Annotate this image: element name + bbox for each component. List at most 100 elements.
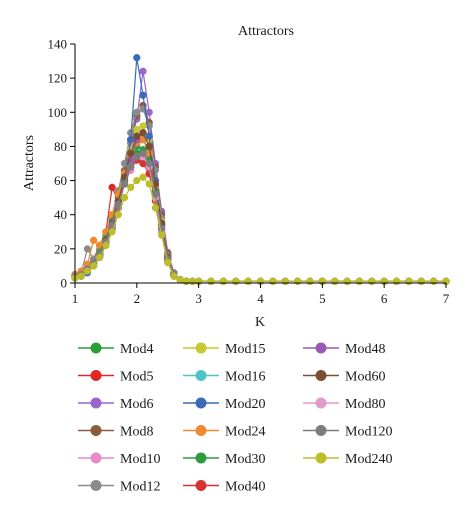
legend-item: Mod20 (183, 397, 265, 412)
data-point (232, 277, 240, 285)
legend-swatch-marker (90, 480, 102, 491)
x-axis-title: K (255, 315, 265, 330)
plot-area (71, 54, 450, 285)
data-point (139, 67, 147, 75)
legend-label: Mod6 (120, 397, 153, 412)
data-point (145, 132, 153, 140)
data-point (102, 241, 110, 250)
data-point (89, 236, 98, 244)
x-tick-label: 5 (319, 291, 326, 306)
legend-swatch-marker (315, 425, 327, 436)
data-point (127, 183, 135, 192)
data-point (133, 108, 141, 116)
data-point (405, 277, 413, 285)
data-point (293, 277, 302, 285)
legend-item: Mod6 (78, 397, 153, 412)
legend-swatch-marker (195, 370, 207, 381)
series-line (74, 156, 446, 282)
x-tick-label: 7 (443, 291, 450, 306)
legend-item: Mod10 (78, 452, 160, 467)
series-mod8 (71, 101, 450, 285)
data-point (157, 231, 166, 239)
data-point (133, 132, 141, 140)
legend-swatch-marker (195, 397, 207, 409)
y-tick-label: 120 (48, 71, 68, 86)
data-point (120, 180, 129, 188)
legend-label: Mod40 (225, 480, 265, 495)
y-ticks: 0 20 40 60 80 100 120 140 (48, 37, 75, 291)
legend-item: Mod15 (183, 342, 265, 357)
y-axis-title: Attractors (22, 135, 37, 191)
legend-swatch-marker (90, 452, 102, 464)
legend-label: Mod24 (225, 425, 265, 440)
legend-item: Mod16 (183, 370, 265, 385)
data-point (77, 272, 85, 280)
series-line (74, 176, 446, 282)
data-point (96, 253, 104, 262)
series-mod60 (71, 129, 450, 285)
data-point (176, 275, 184, 284)
x-tick-label: 2 (134, 291, 141, 306)
y-tick-label: 40 (54, 207, 67, 222)
data-point (343, 277, 351, 285)
y-tick-label: 80 (54, 139, 67, 154)
legend-label: Mod12 (120, 480, 160, 495)
legend-item: Mod8 (78, 425, 153, 440)
data-point (114, 211, 122, 219)
data-point (429, 277, 438, 285)
data-point (133, 54, 141, 62)
data-point (133, 125, 141, 134)
chart-title: Attractors (238, 24, 294, 39)
legend-swatch-marker (90, 342, 102, 354)
legend-label: Mod20 (225, 397, 265, 412)
legend-label: Mod4 (120, 342, 153, 357)
data-point (139, 149, 147, 157)
data-point (281, 277, 289, 285)
legend-label: Mod120 (345, 425, 392, 440)
legend-item: Mod4 (78, 342, 153, 357)
data-point (244, 277, 252, 285)
series-line (74, 71, 446, 282)
x-tick-label: 6 (381, 291, 388, 306)
data-point (83, 267, 92, 275)
legend-item: Mod120 (303, 425, 392, 440)
series-mod240 (71, 173, 450, 285)
series-mod12 (71, 105, 450, 285)
data-point (170, 272, 178, 280)
y-tick-label: 100 (48, 105, 68, 120)
data-point (355, 277, 364, 285)
series-line (74, 159, 446, 282)
legend-item: Mod80 (303, 397, 385, 412)
legend-swatch-marker (315, 397, 327, 409)
legend-label: Mod15 (225, 342, 265, 357)
y-tick-label: 60 (54, 173, 67, 188)
legend-swatch-marker (195, 425, 207, 436)
legend-item: Mod24 (183, 425, 265, 440)
data-point (127, 163, 135, 171)
data-point (306, 277, 314, 285)
legend-item: Mod60 (303, 370, 385, 385)
x-ticks: 1 2 3 4 5 6 7 (72, 283, 450, 306)
legend-swatch-marker (195, 342, 207, 354)
data-point (269, 277, 277, 285)
data-point (89, 262, 98, 270)
series-line (74, 155, 446, 282)
data-point (182, 277, 190, 285)
legend-item: Mod40 (183, 480, 265, 495)
data-point (127, 149, 135, 157)
data-point (120, 193, 129, 202)
legend-item: Mod30 (183, 452, 265, 467)
y-tick-label: 20 (54, 241, 67, 256)
data-point (368, 277, 376, 285)
legend: Mod4 Mod5 Mod6 Mod8 Mod10 Mod12 Mod15 Mod16 Mod2… (78, 342, 392, 495)
legend-label: Mod16 (225, 370, 265, 385)
y-tick-label: 140 (48, 37, 68, 52)
legend-swatch-marker (315, 452, 327, 464)
data-point (108, 228, 116, 236)
legend-item: Mod12 (78, 480, 160, 495)
x-tick-label: 1 (72, 291, 79, 306)
data-point (331, 277, 339, 285)
data-point (188, 277, 197, 285)
legend-item: Mod240 (303, 452, 392, 467)
